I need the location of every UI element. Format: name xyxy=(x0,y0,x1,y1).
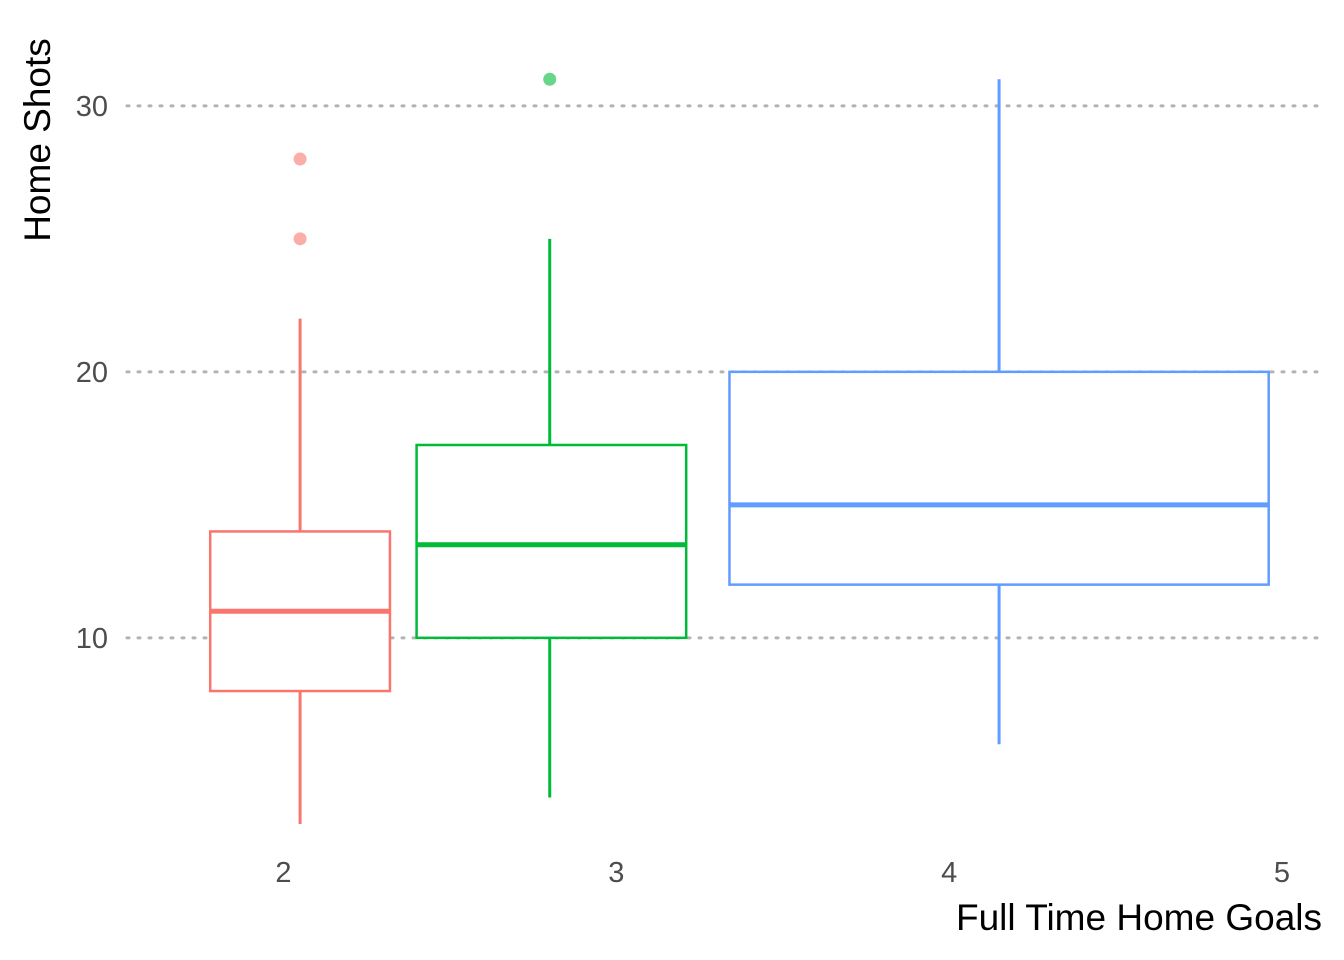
box-group-2 xyxy=(208,152,392,825)
box-iqr-3 xyxy=(415,443,688,640)
y-tick-label-30: 30 xyxy=(76,91,108,123)
y-tick-label-20: 20 xyxy=(76,357,108,389)
y-tick-label-10: 10 xyxy=(76,623,108,655)
x-tick-label-4: 4 xyxy=(941,857,957,889)
x-tick-label-5: 5 xyxy=(1274,857,1290,889)
boxplot-series xyxy=(208,72,1270,825)
y-axis-ticks: 10 20 30 xyxy=(76,91,108,655)
outlier-point-2-0 xyxy=(293,232,307,246)
x-tick-label-2: 2 xyxy=(275,857,291,889)
x-axis-title: Full Time Home Goals xyxy=(956,897,1322,938)
outlier-point-2-1 xyxy=(293,152,307,166)
box-group-4 xyxy=(728,79,1270,745)
box-iqr-4 xyxy=(728,370,1270,586)
x-axis-ticks: 2 3 4 5 xyxy=(275,857,1290,889)
outlier-point-3-0 xyxy=(543,72,557,86)
box-group-3 xyxy=(415,72,688,798)
y-axis-title: Home Shots xyxy=(17,38,58,242)
x-tick-label-3: 3 xyxy=(608,857,624,889)
